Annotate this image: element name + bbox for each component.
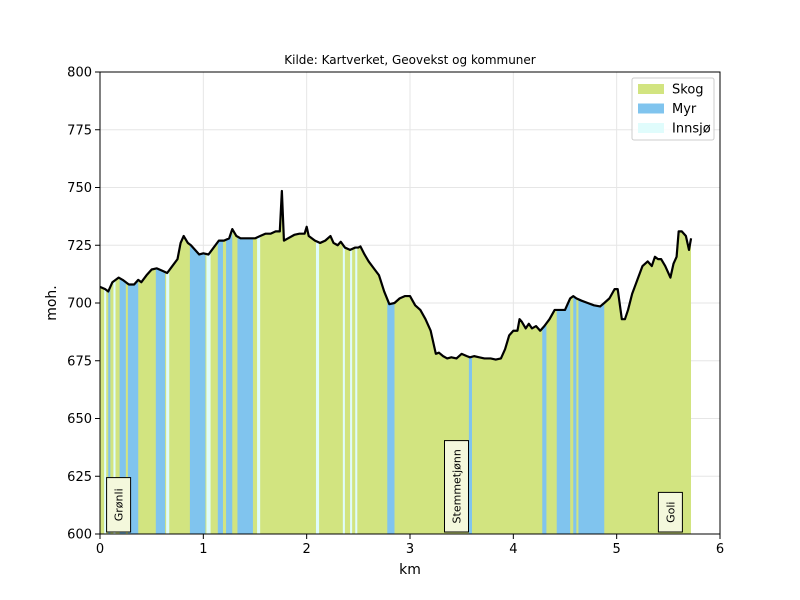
profile-line-group xyxy=(99,189,693,361)
x-tick-label: 2 xyxy=(303,542,311,557)
legend-label: Innsjø xyxy=(672,122,711,137)
innsjo-segment xyxy=(206,190,211,534)
y-tick-label: 650 xyxy=(67,412,92,427)
place-label-box xyxy=(444,440,469,533)
chart-title: Kilde: Kartverket, Geovekst og kommuner xyxy=(284,53,536,67)
myr-segment xyxy=(127,190,139,534)
legend-swatch xyxy=(638,84,664,94)
innsjo-segment xyxy=(257,190,261,534)
myr-segment xyxy=(573,190,577,534)
y-tick-label: 775 xyxy=(67,123,92,138)
y-axis: 600 625 650 675 700 725 750 775 800 xyxy=(67,66,100,543)
y-tick-label: 675 xyxy=(67,354,92,369)
innsjo-segment xyxy=(355,190,358,534)
myr-segment xyxy=(226,190,233,534)
myr-segment xyxy=(237,190,253,534)
elevation-profile-line xyxy=(99,189,693,361)
legend-swatch xyxy=(638,103,664,114)
y-tick-label: 600 xyxy=(67,528,92,543)
innsjo-segment xyxy=(166,190,170,534)
myr-segment xyxy=(119,190,126,534)
y-tick-label: 625 xyxy=(67,470,92,485)
x-tick-label: 1 xyxy=(199,542,207,557)
legend-label: Myr xyxy=(672,102,697,117)
myr-segment xyxy=(217,190,223,534)
place-label-box xyxy=(106,477,132,533)
y-axis-label: moh. xyxy=(44,285,60,321)
myr-segment xyxy=(155,190,166,534)
x-tick-label: 3 xyxy=(406,542,414,557)
innsjo-segment xyxy=(342,190,345,534)
place-label-box xyxy=(657,491,683,533)
y-tick-label: 725 xyxy=(67,239,92,254)
innsjo-segment xyxy=(315,190,320,534)
place-labels: Grønli Stemmetjønn Goli xyxy=(106,440,683,533)
place-label: Stemmetjønn xyxy=(451,449,464,523)
x-tick-label: 0 xyxy=(96,542,104,557)
x-axis-label: km xyxy=(399,562,421,578)
innsjo-segment xyxy=(113,190,116,534)
myr-segment xyxy=(189,190,206,534)
innsjo-segment xyxy=(104,190,107,534)
myr-segment xyxy=(542,190,547,534)
x-tick-label: 4 xyxy=(509,542,517,557)
innsjo-segment xyxy=(350,190,353,534)
legend-label: Skog xyxy=(672,83,704,98)
y-tick-label: 750 xyxy=(67,181,92,196)
x-tick-label: 5 xyxy=(613,542,621,557)
x-tick-label: 6 xyxy=(716,542,724,557)
myr-segment xyxy=(468,190,472,534)
legend-swatch xyxy=(638,123,664,133)
legend: Skog Myr Innsjø xyxy=(631,77,715,141)
myr-segment xyxy=(108,190,111,534)
place-label: Goli xyxy=(664,502,677,523)
place-label: Grønli xyxy=(113,488,126,521)
y-tick-label: 700 xyxy=(67,297,92,312)
myr-segment xyxy=(387,190,395,534)
x-axis: 0 1 2 3 4 5 6 xyxy=(96,534,724,557)
y-tick-label: 800 xyxy=(67,66,92,81)
